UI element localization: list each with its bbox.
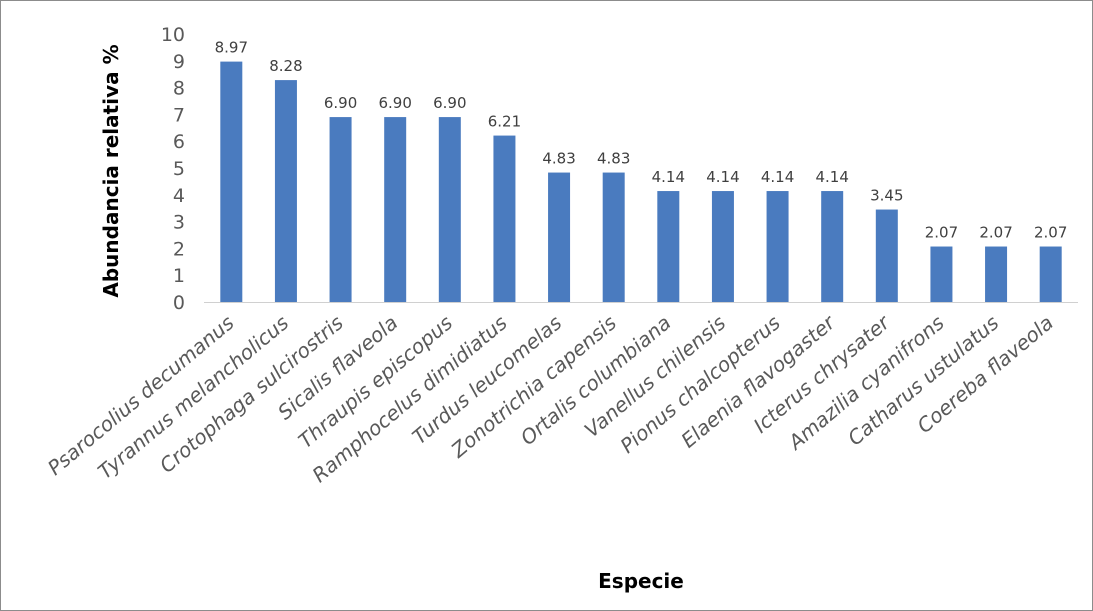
bar (220, 61, 243, 302)
data-label: 4.83 (542, 150, 575, 168)
bar (548, 172, 571, 302)
bar (384, 117, 407, 302)
bar (329, 117, 352, 302)
data-label: 4.14 (706, 168, 739, 186)
bar (438, 117, 461, 302)
data-label: 4.83 (597, 150, 630, 168)
data-label: 2.07 (1034, 224, 1067, 242)
data-label: 3.45 (870, 187, 903, 205)
data-label: 6.90 (378, 94, 411, 112)
data-label: 2.07 (925, 224, 958, 242)
bar (930, 246, 953, 302)
y-tick-label: 9 (173, 51, 185, 73)
bar (493, 135, 516, 302)
bars (220, 61, 1062, 302)
data-label: 4.14 (815, 168, 848, 186)
bar (985, 246, 1008, 302)
y-tick-label: 8 (173, 78, 185, 100)
data-label: 6.90 (324, 94, 357, 112)
bar (875, 209, 898, 302)
data-label: 8.97 (215, 39, 248, 57)
y-tick-label: 1 (173, 265, 185, 287)
y-tick-label: 4 (173, 185, 185, 207)
y-tick-label: 6 (173, 131, 185, 153)
bar (274, 80, 297, 302)
bar (1039, 246, 1062, 302)
bar (766, 191, 789, 302)
y-tick-label: 3 (173, 212, 185, 234)
y-tick-label: 7 (173, 104, 185, 126)
bar (602, 172, 625, 302)
data-label: 4.14 (761, 168, 794, 186)
bar (821, 191, 844, 302)
data-label: 6.21 (488, 113, 521, 131)
y-tick-label: 2 (173, 238, 185, 260)
data-label: 4.14 (652, 168, 685, 186)
x-axis-title: Especie (598, 569, 684, 593)
y-axis-ticks: 0 1 2 3 4 5 6 7 8 9 10 (161, 24, 185, 314)
data-label: 8.28 (269, 57, 302, 75)
y-axis-title: Abundancia relativa % (99, 44, 123, 297)
data-labels: 8.97 8.28 6.90 6.90 6.90 6.21 4.83 4.83 4.14 4.14… (215, 39, 1068, 242)
data-label: 6.90 (433, 94, 466, 112)
data-label: 2.07 (979, 224, 1012, 242)
bar (711, 191, 734, 302)
bar (657, 191, 680, 302)
y-tick-label: 5 (173, 158, 185, 180)
y-tick-label: 10 (161, 24, 185, 46)
y-tick-label: 0 (173, 292, 185, 314)
